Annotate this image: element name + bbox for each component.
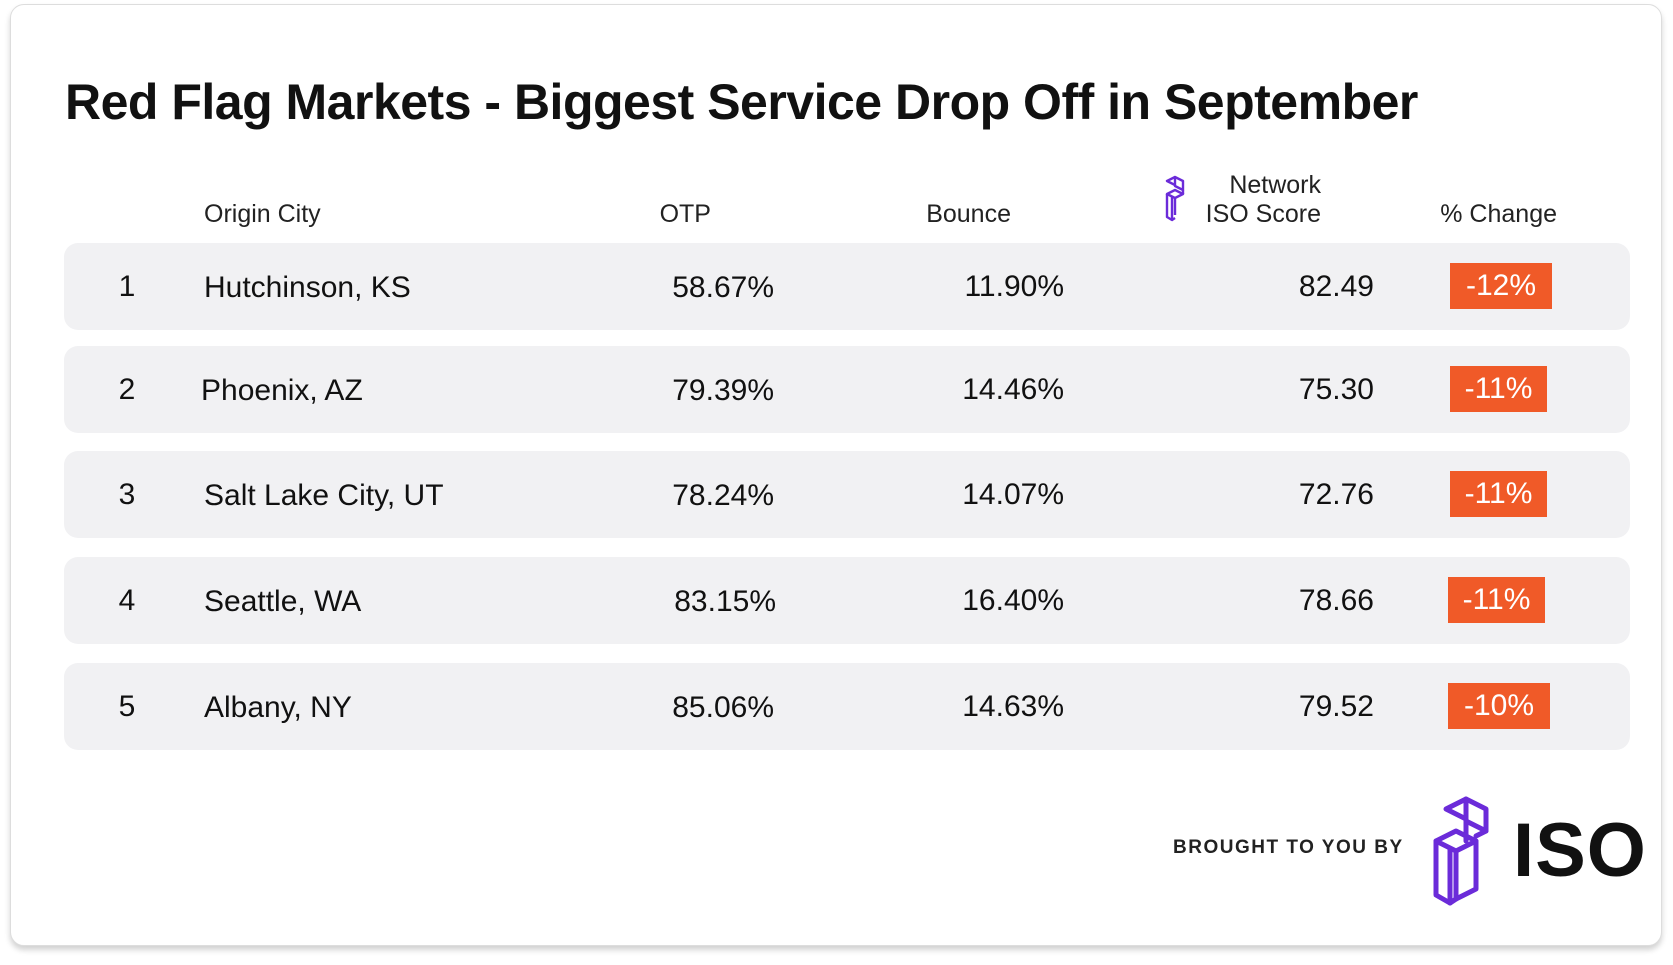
bounce-value: 14.63% xyxy=(962,690,1064,723)
otp-value: 58.67% xyxy=(672,271,774,304)
header-iso-score: Network ISO Score xyxy=(1141,171,1321,229)
iso-score-icon xyxy=(1165,175,1185,222)
header-origin-city: Origin City xyxy=(204,200,321,228)
table-row: 5 Albany, NY 85.06% 14.63% 79.52 -10% xyxy=(64,663,1630,750)
change-badge: -11% xyxy=(1448,577,1545,623)
origin-city: Salt Lake City, UT xyxy=(204,479,444,512)
change-badge: -11% xyxy=(1450,471,1547,517)
otp-value: 78.24% xyxy=(672,479,774,512)
rank: 5 xyxy=(118,690,136,723)
iso-score-value: 79.52 xyxy=(1298,690,1374,723)
table-row: 2 Phoenix, AZ 79.39% 14.46% 75.30 -11% xyxy=(64,346,1630,433)
header-iso-line2: ISO Score xyxy=(1205,200,1321,228)
origin-city: Albany, NY xyxy=(204,691,352,724)
otp-value: 85.06% xyxy=(672,691,774,724)
rank: 3 xyxy=(118,478,136,511)
rank: 2 xyxy=(118,373,136,406)
change-badge: -12% xyxy=(1450,263,1552,309)
rank: 1 xyxy=(118,270,136,303)
iso-score-value: 72.76 xyxy=(1298,478,1374,511)
header-otp: OTP xyxy=(659,200,711,228)
origin-city: Hutchinson, KS xyxy=(204,271,411,304)
change-badge: -11% xyxy=(1450,366,1547,412)
iso-score-value: 82.49 xyxy=(1298,270,1374,303)
table-row: 3 Salt Lake City, UT 78.24% 14.07% 72.76… xyxy=(64,451,1630,538)
header-change: % Change xyxy=(1440,200,1557,228)
otp-value: 79.39% xyxy=(672,374,774,407)
brought-to-you-by: BROUGHT TO YOU BY xyxy=(1173,837,1404,858)
header-iso-line1: Network xyxy=(1229,171,1321,199)
rank: 4 xyxy=(118,584,136,617)
bounce-value: 11.90% xyxy=(964,270,1064,303)
table-row: 1 Hutchinson, KS 58.67% 11.90% 82.49 -12… xyxy=(64,243,1630,330)
header-bounce: Bounce xyxy=(926,200,1011,228)
otp-value: 83.15% xyxy=(674,585,776,618)
iso-logo-text: ISO xyxy=(1513,808,1647,893)
origin-city: Seattle, WA xyxy=(204,585,362,618)
iso-score-value: 78.66 xyxy=(1298,584,1374,617)
iso-logo-icon xyxy=(1433,796,1489,906)
origin-city: Phoenix, AZ xyxy=(201,374,363,407)
page-title: Red Flag Markets - Biggest Service Drop … xyxy=(65,74,1418,130)
bounce-value: 14.46% xyxy=(962,373,1064,406)
table-row: 4 Seattle, WA 83.15% 16.40% 78.66 -11% xyxy=(64,557,1630,644)
card: Red Flag Markets - Biggest Service Drop … xyxy=(10,4,1662,946)
bounce-value: 16.40% xyxy=(962,584,1064,617)
iso-score-value: 75.30 xyxy=(1298,373,1374,406)
bounce-value: 14.07% xyxy=(962,478,1064,511)
change-badge: -10% xyxy=(1448,683,1550,729)
